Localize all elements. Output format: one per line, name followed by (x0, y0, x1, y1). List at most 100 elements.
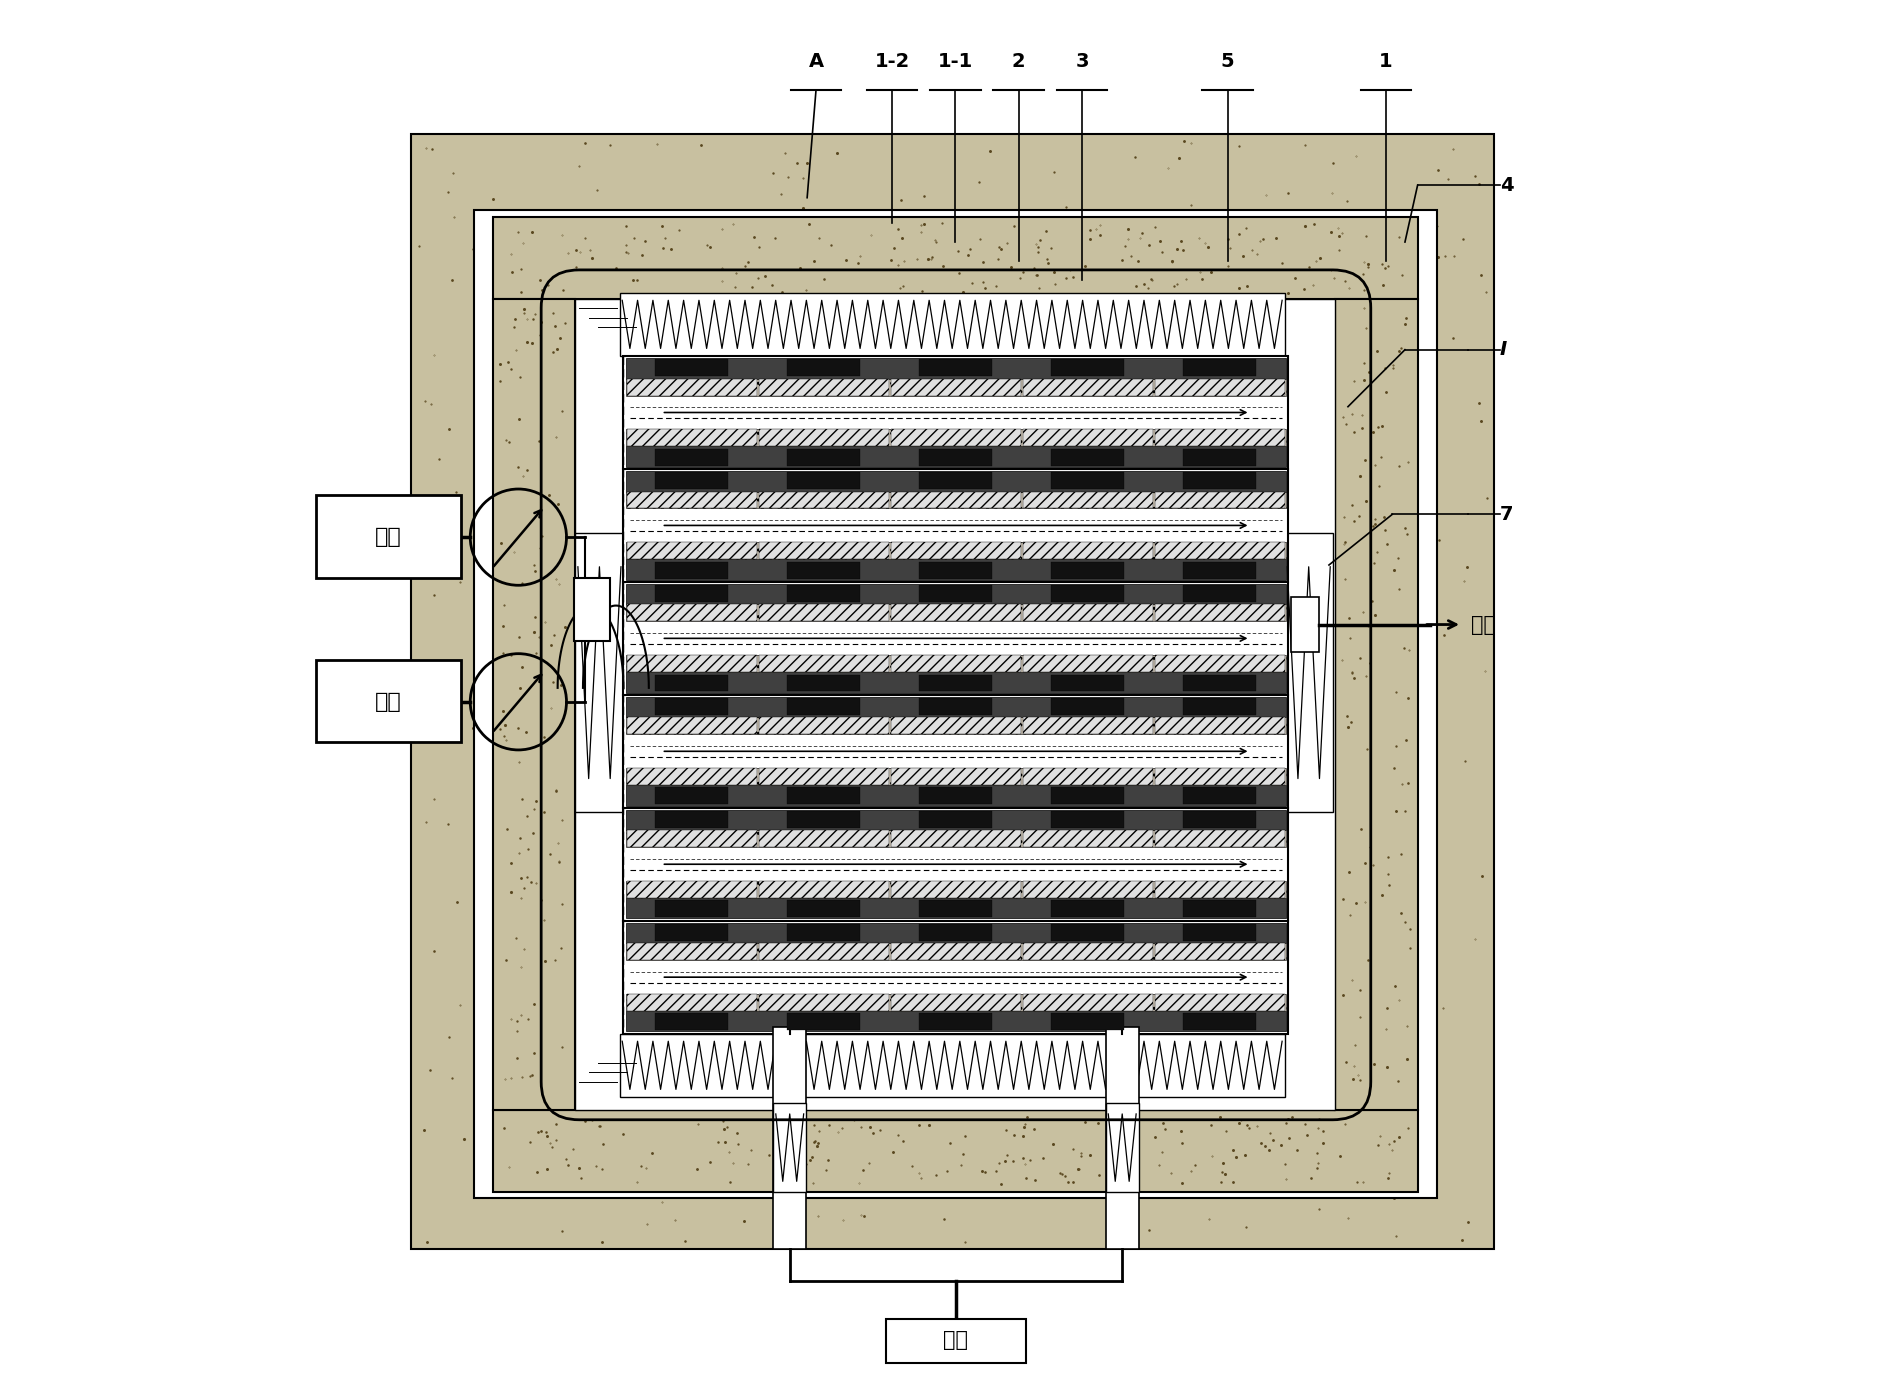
Bar (1051, 924, 1124, 941)
Bar (1051, 811, 1124, 828)
Bar (493, 1110, 1418, 1192)
Bar (623, 356, 1289, 1033)
Bar (919, 811, 991, 828)
Bar (1051, 787, 1124, 804)
Bar (1156, 944, 1285, 960)
Bar (628, 994, 757, 1011)
Bar (655, 924, 727, 941)
Bar (788, 900, 860, 917)
Bar (788, 698, 860, 715)
Bar (655, 787, 727, 804)
Bar (788, 359, 860, 377)
Bar (919, 472, 991, 489)
Bar (892, 944, 1021, 960)
Text: 2: 2 (1012, 52, 1025, 71)
Bar (1182, 900, 1256, 917)
Bar (315, 660, 461, 743)
Bar (655, 900, 727, 917)
Bar (1182, 1013, 1256, 1030)
Bar (919, 924, 991, 941)
Bar (1023, 994, 1152, 1011)
Bar (655, 811, 727, 828)
Bar (919, 674, 991, 691)
Bar (1156, 768, 1285, 785)
Bar (619, 293, 1285, 356)
Bar (626, 655, 1287, 673)
Bar (1156, 543, 1285, 560)
Bar (759, 378, 888, 395)
Bar (626, 697, 1287, 718)
Bar (1182, 674, 1256, 691)
Bar (1023, 718, 1152, 734)
Bar (759, 718, 888, 734)
Bar (759, 994, 888, 1011)
Bar (788, 1013, 860, 1030)
Bar (628, 768, 757, 785)
Bar (628, 604, 757, 621)
Bar (1182, 359, 1256, 377)
Bar (1023, 881, 1152, 898)
Bar (892, 831, 1021, 847)
Bar (1051, 448, 1124, 466)
Bar (628, 881, 757, 898)
Bar (1023, 543, 1152, 560)
Text: 1-2: 1-2 (875, 52, 909, 71)
Bar (1291, 596, 1319, 652)
Bar (892, 994, 1021, 1011)
Bar (788, 787, 860, 804)
Text: 1-1: 1-1 (938, 52, 974, 71)
Bar (1051, 674, 1124, 691)
Bar (788, 561, 860, 578)
Text: 5: 5 (1220, 52, 1234, 71)
Bar (759, 655, 888, 673)
Bar (626, 584, 1287, 604)
Bar (655, 561, 727, 578)
Bar (788, 585, 860, 602)
Bar (655, 698, 727, 715)
Bar (788, 448, 860, 466)
Bar (919, 448, 991, 466)
Bar (759, 831, 888, 847)
Bar (626, 359, 1287, 378)
Bar (628, 430, 757, 447)
Bar (1023, 430, 1152, 447)
Bar (626, 604, 1287, 621)
Bar (1023, 768, 1152, 785)
Bar (1182, 448, 1256, 466)
Bar (1156, 831, 1285, 847)
Bar (1023, 944, 1152, 960)
Bar (919, 698, 991, 715)
Bar (1182, 924, 1256, 941)
Bar (1156, 994, 1285, 1011)
Bar (1051, 900, 1124, 917)
Bar (1156, 655, 1285, 673)
Text: 负载: 负载 (943, 1330, 968, 1350)
Bar (626, 810, 1287, 831)
Bar (1156, 881, 1285, 898)
Bar (493, 216, 1418, 299)
Bar (626, 472, 1287, 491)
Bar (892, 768, 1021, 785)
Bar (788, 472, 860, 489)
Bar (493, 299, 575, 1110)
Bar (772, 1103, 807, 1192)
Bar (626, 543, 1287, 560)
Text: I: I (1499, 341, 1507, 359)
Bar (759, 543, 888, 560)
Bar (628, 831, 757, 847)
Bar (619, 1033, 1285, 1097)
Bar (1023, 655, 1152, 673)
Bar (655, 472, 727, 489)
Bar (772, 1027, 807, 1249)
Text: 3: 3 (1076, 52, 1089, 71)
Bar (628, 655, 757, 673)
Bar (759, 768, 888, 785)
Bar (919, 561, 991, 578)
Bar (626, 898, 1287, 919)
Bar (919, 787, 991, 804)
Bar (919, 1013, 991, 1030)
Bar (626, 378, 1287, 395)
Bar (628, 378, 757, 395)
Bar (626, 923, 1287, 944)
Bar (892, 655, 1021, 673)
